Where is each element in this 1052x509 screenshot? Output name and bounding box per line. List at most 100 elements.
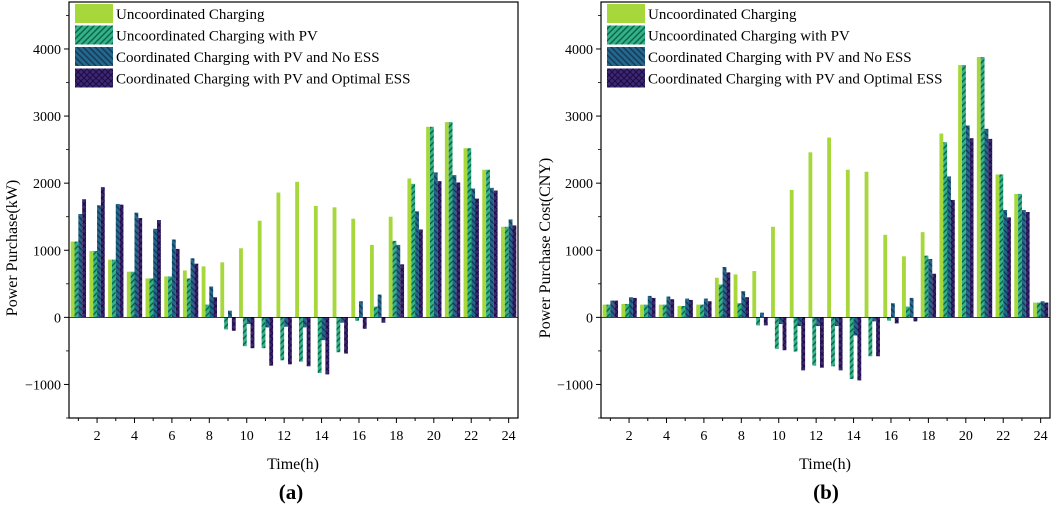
bar-s4-h21 bbox=[456, 182, 461, 318]
x-tick-label: 22 bbox=[464, 429, 478, 444]
bar-s3-h8 bbox=[209, 286, 214, 318]
bar-s1-h9 bbox=[752, 271, 757, 318]
legend-swatch-s1 bbox=[75, 4, 113, 23]
bar-s2-h12 bbox=[280, 317, 285, 361]
bar-s1-h24 bbox=[500, 226, 505, 318]
bar-s2-h16 bbox=[355, 317, 359, 321]
bar-s2-h10 bbox=[242, 317, 247, 347]
bar-s2-h22 bbox=[999, 174, 1004, 318]
bar-s4-h22 bbox=[475, 198, 479, 318]
bar-s2-h23 bbox=[1018, 193, 1022, 318]
bar-s4-h16 bbox=[894, 317, 899, 324]
bar-s2-h17 bbox=[373, 306, 378, 318]
bar-s4-h9 bbox=[763, 317, 768, 326]
bar-s2-h18 bbox=[392, 240, 397, 318]
x-tick-label: 22 bbox=[996, 429, 1010, 444]
x-tick-label: 14 bbox=[315, 429, 329, 444]
bar-s2-h20 bbox=[961, 65, 966, 318]
bar-s4-h6 bbox=[707, 301, 712, 318]
x-tick-label: 24 bbox=[1034, 429, 1048, 444]
bar-s3-h18 bbox=[928, 258, 933, 318]
bar-s2-h14 bbox=[849, 317, 854, 380]
bar-s4-h16 bbox=[362, 317, 367, 329]
bar-s1-h23 bbox=[482, 169, 487, 318]
bar-s3-h24 bbox=[508, 219, 513, 318]
bar-s2-h5 bbox=[149, 278, 154, 318]
bar-s3-h9 bbox=[760, 312, 764, 318]
bar-s3-h12 bbox=[816, 317, 820, 327]
panel-caption: (a) bbox=[279, 480, 304, 504]
bar-s4-h11 bbox=[801, 317, 806, 371]
bar-s4-h15 bbox=[344, 317, 348, 354]
bar-s3-h15 bbox=[340, 317, 345, 323]
panel-caption: (b) bbox=[813, 480, 839, 504]
bar-s3-h10 bbox=[778, 317, 783, 325]
bar-s2-h3 bbox=[111, 259, 116, 318]
bar-s3-h7 bbox=[722, 267, 727, 318]
x-axis-label: Time(h) bbox=[799, 456, 851, 473]
x-tick-label: 14 bbox=[847, 429, 861, 444]
bar-s3-h19 bbox=[415, 211, 419, 318]
y-tick-label: 0 bbox=[54, 311, 61, 326]
bar-s2-h1 bbox=[74, 241, 79, 318]
y-tick-label: 4000 bbox=[33, 43, 61, 58]
bar-s3-h5 bbox=[685, 298, 690, 318]
bar-s3-h22 bbox=[471, 188, 476, 318]
x-tick-label: 6 bbox=[168, 429, 175, 444]
bar-s3-h11 bbox=[265, 317, 270, 328]
legend-label: Coordinated Charging with PV and No ESS bbox=[648, 50, 912, 66]
bar-s1-h1 bbox=[602, 304, 607, 318]
bar-s3-h8 bbox=[741, 291, 746, 318]
bar-s2-h13 bbox=[831, 317, 835, 367]
legend: Uncoordinated Charging Uncoordinated Char… bbox=[607, 4, 942, 88]
bar-s1-h16 bbox=[351, 218, 356, 318]
y-tick-label: 0 bbox=[586, 311, 593, 326]
bar-s1-h12 bbox=[808, 152, 813, 318]
bar-s3-h19 bbox=[947, 176, 951, 318]
bar-s2-h9 bbox=[756, 317, 761, 326]
bar-s4-h3 bbox=[651, 297, 656, 318]
bar-s4-h6 bbox=[175, 248, 180, 318]
bar-s4-h11 bbox=[269, 317, 274, 366]
bar-s1-h4 bbox=[126, 271, 131, 318]
bar-s2-h21 bbox=[448, 122, 453, 318]
bar-s3-h24 bbox=[1040, 301, 1045, 318]
bars bbox=[602, 57, 1049, 381]
bar-s2-h20 bbox=[429, 126, 434, 318]
bar-s1-h2 bbox=[621, 303, 626, 318]
bar-s2-h22 bbox=[467, 148, 472, 318]
bar-s1-h5 bbox=[145, 278, 150, 318]
bar-s4-h15 bbox=[876, 317, 880, 357]
bar-s2-h21 bbox=[980, 57, 985, 318]
x-tick-label: 18 bbox=[389, 429, 403, 444]
x-tick-label: 10 bbox=[240, 429, 254, 444]
bar-s1-h8 bbox=[201, 266, 206, 318]
bar-s3-h14 bbox=[853, 317, 858, 336]
bar-s1-h21 bbox=[444, 122, 449, 318]
legend-label: Uncoordinated Charging bbox=[648, 7, 797, 23]
bar-s2-h7 bbox=[718, 284, 723, 318]
y-tick-label: 1000 bbox=[565, 244, 593, 259]
panel-a: Power Purchase(kW) Time(h) (a) −1000 0 100… bbox=[4, 1, 519, 504]
bar-s1-h13 bbox=[295, 181, 300, 318]
x-tick-label: 18 bbox=[921, 429, 935, 444]
bar-s1-h16 bbox=[883, 234, 888, 318]
bars bbox=[70, 122, 517, 375]
bar-s3-h20 bbox=[433, 172, 438, 318]
bar-s4-h14 bbox=[325, 317, 330, 375]
bar-s4-h17 bbox=[913, 317, 918, 322]
bar-s3-h3 bbox=[115, 203, 120, 318]
bar-s1-h23 bbox=[1014, 193, 1019, 318]
bar-s1-h11 bbox=[789, 189, 794, 318]
bar-s4-h23 bbox=[1025, 212, 1030, 318]
bar-s1-h13 bbox=[827, 137, 832, 318]
bar-s3-h4 bbox=[134, 212, 139, 318]
bar-s1-h7 bbox=[182, 270, 187, 318]
bar-s3-h9 bbox=[228, 310, 232, 318]
y-tick-label: −1000 bbox=[557, 378, 593, 393]
legend-label: Uncoordinated Charging with PV bbox=[116, 29, 318, 45]
x-tick-label: 4 bbox=[131, 429, 138, 444]
bar-s2-h17 bbox=[905, 306, 910, 318]
bar-s1-h19 bbox=[939, 133, 944, 318]
bar-s2-h19 bbox=[411, 183, 416, 318]
